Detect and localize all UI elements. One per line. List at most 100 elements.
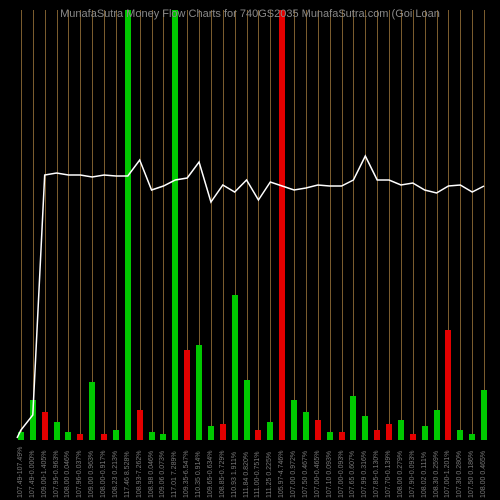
x-tick-label: 107.95-0.963% xyxy=(53,443,60,498)
grid-line xyxy=(270,10,271,440)
grid-line xyxy=(413,10,414,440)
volume-bar xyxy=(184,350,190,440)
volume-bar xyxy=(445,330,451,440)
x-tick-label: 107.30 0.280% xyxy=(456,443,463,498)
volume-bar xyxy=(172,10,178,440)
grid-line xyxy=(389,10,390,440)
x-tick-label: 107.99 0.316% xyxy=(361,443,368,498)
volume-bar xyxy=(327,432,333,440)
x-axis-labels: 107.49-107.49%107.49-0.000%109.00-1.405%… xyxy=(15,443,490,498)
grid-line xyxy=(45,10,46,440)
x-tick-label: 105.97-4.746% xyxy=(278,443,285,498)
volume-bar xyxy=(255,430,261,440)
x-tick-label: 107.96-0.037% xyxy=(76,443,83,498)
volume-bar xyxy=(469,434,475,440)
volume-bar xyxy=(196,345,202,440)
volume-bar xyxy=(244,380,250,440)
x-tick-label: 107.90-0.093% xyxy=(409,443,416,498)
volume-bar xyxy=(267,422,273,440)
x-tick-label: 108.00-0.917% xyxy=(100,443,107,498)
x-tick-label: 108.30 0.259% xyxy=(433,443,440,498)
price-line xyxy=(15,10,490,440)
x-tick-label: 107.10 0.093% xyxy=(326,443,333,498)
volume-bar xyxy=(434,410,440,440)
volume-bar xyxy=(101,434,107,440)
grid-line xyxy=(365,10,366,440)
x-tick-label: 108.02 0.111% xyxy=(421,443,428,498)
volume-bar xyxy=(398,420,404,440)
x-tick-label: 111.84 0.820% xyxy=(243,443,250,498)
grid-line xyxy=(318,10,319,440)
x-tick-label: 107.70-0.139% xyxy=(385,443,392,498)
volume-bar xyxy=(137,410,143,440)
grid-line xyxy=(258,10,259,440)
grid-line xyxy=(330,10,331,440)
x-tick-label: 107.00-1.201% xyxy=(444,443,451,498)
x-tick-label: 107.85-0.130% xyxy=(373,443,380,498)
x-tick-label: 117.46 8.528% xyxy=(124,443,131,498)
volume-bar xyxy=(113,430,119,440)
x-tick-label: 108.23 0.213% xyxy=(112,443,119,498)
volume-bar xyxy=(457,430,463,440)
x-tick-label: 109.35-6.547% xyxy=(183,443,190,498)
x-tick-label: 109.65-0.634% xyxy=(207,443,214,498)
x-tick-label: 110.93 1.911% xyxy=(231,443,238,498)
grid-line xyxy=(223,10,224,440)
x-tick-label: 111.25 0.225% xyxy=(266,443,273,498)
x-tick-label: 108.98 0.046% xyxy=(148,443,155,498)
grid-line xyxy=(140,10,141,440)
volume-bar xyxy=(350,396,356,440)
volume-bar xyxy=(481,390,487,440)
grid-line xyxy=(80,10,81,440)
grid-line xyxy=(342,10,343,440)
x-tick-label: 109.00 0.963% xyxy=(88,443,95,498)
volume-bar xyxy=(410,434,416,440)
grid-line xyxy=(377,10,378,440)
volume-bar xyxy=(362,416,368,440)
grid-line xyxy=(247,10,248,440)
volume-bar xyxy=(149,432,155,440)
grid-line xyxy=(484,10,485,440)
grid-line xyxy=(57,10,58,440)
grid-line xyxy=(21,10,22,440)
x-tick-label: 107.00-0.465% xyxy=(314,443,321,498)
volume-bar xyxy=(65,432,71,440)
x-tick-label: 107.49-0.000% xyxy=(29,443,36,498)
grid-line xyxy=(401,10,402,440)
volume-bar xyxy=(315,420,321,440)
x-tick-label: 108.00 0.046% xyxy=(64,443,71,498)
grid-line xyxy=(353,10,354,440)
volume-bar xyxy=(232,295,238,440)
volume-bar xyxy=(125,10,131,440)
x-tick-label: 108.00 0.279% xyxy=(397,443,404,498)
grid-line xyxy=(211,10,212,440)
x-tick-label: 107.50 0.186% xyxy=(468,443,475,498)
x-tick-label: 107.65 0.607% xyxy=(349,443,356,498)
x-tick-label: 108.93-7.262% xyxy=(136,443,143,498)
volume-bar xyxy=(422,426,428,440)
grid-line xyxy=(33,10,34,440)
volume-bar xyxy=(160,434,166,440)
x-tick-label: 109.06 0.073% xyxy=(159,443,166,498)
grid-line xyxy=(104,10,105,440)
volume-bar xyxy=(208,426,214,440)
grid-line xyxy=(306,10,307,440)
grid-line xyxy=(163,10,164,440)
volume-bar xyxy=(279,10,285,440)
grid-line xyxy=(460,10,461,440)
volume-bar xyxy=(30,400,36,440)
grid-line xyxy=(425,10,426,440)
x-tick-label: 117.01 7.289% xyxy=(171,443,178,498)
volume-bar xyxy=(374,430,380,440)
x-tick-label: 107.00-0.093% xyxy=(338,443,345,498)
volume-bar xyxy=(18,432,24,440)
x-tick-label: 108.00 0.465% xyxy=(480,443,487,498)
x-tick-label: 107.00 0.972% xyxy=(290,443,297,498)
grid-line xyxy=(437,10,438,440)
grid-line xyxy=(472,10,473,440)
grid-line xyxy=(294,10,295,440)
money-flow-chart xyxy=(15,10,490,440)
grid-line xyxy=(116,10,117,440)
volume-bar xyxy=(89,382,95,440)
volume-bar xyxy=(303,412,309,440)
